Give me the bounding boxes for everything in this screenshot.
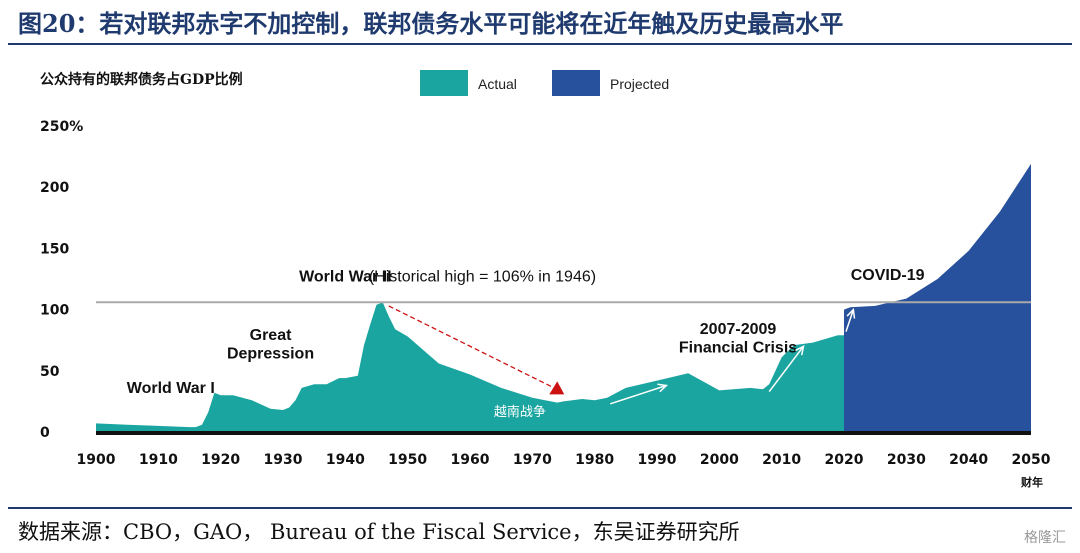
x-tick-label: 1970 <box>513 452 552 468</box>
trend-arrow-1980s-head <box>657 383 668 393</box>
y-tick-label: 50 <box>40 364 60 380</box>
source-rule <box>8 507 1072 509</box>
figure-title: 图20：若对联邦赤字不加控制，联邦债务水平可能将在近年触及历史最高水平 <box>18 9 844 38</box>
area-series-0 <box>96 302 844 432</box>
y-tick-label: 100 <box>40 303 69 319</box>
arrow-head-red <box>549 381 565 395</box>
x-tick-label: 2050 <box>1012 452 1051 468</box>
x-tick-label: 1930 <box>264 452 303 468</box>
x-tick-label: 2040 <box>949 452 988 468</box>
trend-arrow-covid <box>845 309 855 332</box>
annotation-label: 越南战争 <box>494 404 546 420</box>
annotation-label: Depression <box>227 346 314 363</box>
trend-arrow-crisis-head <box>795 344 805 356</box>
x-axis-line <box>96 431 1031 435</box>
annotation-label: 2007-2009 <box>700 321 777 338</box>
x-axis-label: 财年 <box>1020 475 1043 489</box>
x-tick-label: 1940 <box>326 452 365 468</box>
x-tick-label: 1910 <box>139 452 178 468</box>
wwii-decline-arrow <box>388 305 555 389</box>
y-tick-label: 150 <box>40 241 69 257</box>
y-tick-label: 250% <box>40 119 83 135</box>
watermark: 格隆汇 <box>1024 530 1066 546</box>
legend: Actual Projected <box>420 70 669 96</box>
x-tick-label: 1920 <box>201 452 240 468</box>
trend-arrow-covid-head <box>846 307 856 319</box>
x-tick-label: 2030 <box>887 452 926 468</box>
y-tick-label: 200 <box>40 180 69 196</box>
annotation-label: Financial Crisis <box>679 339 797 356</box>
legend-swatch-actual <box>420 70 468 96</box>
x-tick-label: 1960 <box>451 452 490 468</box>
annotation-label: World War I <box>127 380 215 397</box>
x-tick-label: 1980 <box>575 452 614 468</box>
legend-label-actual: Actual <box>478 76 517 92</box>
legend-swatch-projected <box>552 70 600 96</box>
annotation-label: Great <box>250 327 292 344</box>
legend-label-projected: Projected <box>610 76 669 92</box>
x-tick-label: 1950 <box>388 452 427 468</box>
x-tick-label: 1900 <box>77 452 116 468</box>
x-tick-label: 2010 <box>762 452 801 468</box>
x-tick-label: 2000 <box>700 452 739 468</box>
y-tick-label: 0 <box>40 425 50 441</box>
title-rule <box>8 43 1072 45</box>
source-note: 数据来源：CBO，GAO， Bureau of the Fiscal Servi… <box>18 520 740 544</box>
annotation-label: World War II <box>299 268 391 285</box>
trend-arrow-crisis <box>768 345 805 393</box>
area-series-1 <box>844 163 1031 432</box>
annotation-label: (Historical high = 106% in 1946) <box>369 268 596 285</box>
x-tick-label: 1990 <box>638 452 677 468</box>
x-tick-label: 2020 <box>825 452 864 468</box>
annotation-label: COVID-19 <box>851 267 925 284</box>
trend-arrow-1980s <box>610 384 667 405</box>
y-axis-label: 公众持有的联邦债务占GDP比例 <box>40 71 243 88</box>
